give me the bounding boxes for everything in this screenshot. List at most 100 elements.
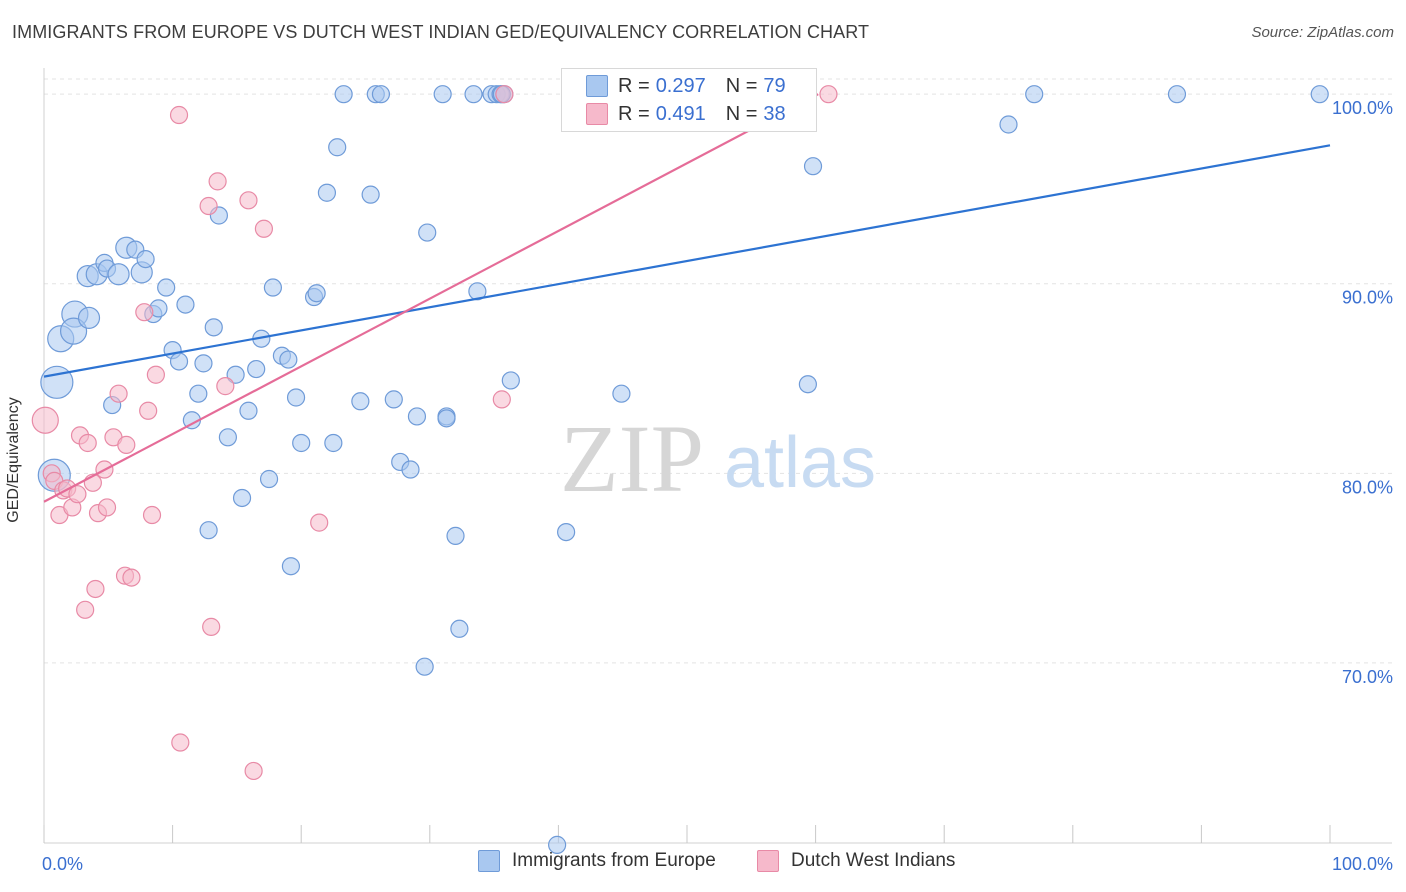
data-point (351, 392, 370, 411)
data-point (208, 172, 227, 191)
data-point (199, 196, 218, 216)
data-point (798, 375, 817, 394)
data-point (415, 657, 434, 676)
r-value: 0.491 (655, 102, 706, 125)
trend-line (43, 144, 1331, 378)
data-point (263, 278, 283, 297)
data-point (216, 377, 235, 396)
r-label: R = (618, 74, 650, 97)
data-point (407, 407, 427, 426)
chart-title: IMMIGRANTS FROM EUROPE VS DUTCH WEST IND… (12, 22, 870, 42)
data-point (31, 406, 59, 434)
y-tick-label: 70.0% (1342, 667, 1393, 687)
series-legend: Immigrants from Europe Dutch West Indian… (0, 850, 1406, 880)
data-point (464, 85, 483, 104)
correlation-legend: R = 0.297 N = 79 R = 0.491 N = 38 (561, 68, 817, 132)
x-tick-label-left: 0.0% (42, 854, 83, 874)
data-point (1310, 85, 1329, 104)
data-point (446, 526, 465, 545)
data-point (169, 352, 189, 371)
legend-row-pink: R = 0.491 N = 38 (586, 100, 786, 128)
legend-swatch-blue (478, 850, 500, 872)
trend-line (43, 93, 819, 503)
legend-swatch-pink (586, 103, 608, 125)
data-point (86, 579, 105, 599)
data-point (612, 384, 631, 403)
data-point (1025, 85, 1044, 104)
data-point (384, 390, 403, 409)
data-point (239, 401, 258, 420)
watermark: ZIP atlas (560, 405, 876, 512)
r-value: 0.297 (655, 74, 706, 97)
watermark-atlas: atlas (724, 423, 876, 503)
axis-layer (43, 68, 1392, 844)
legend-item-immigrants-from-europe[interactable]: Immigrants from Europe (478, 850, 716, 872)
data-point (176, 295, 195, 314)
data-point (194, 354, 213, 373)
data-point (279, 350, 298, 369)
legend-row-blue: R = 0.297 N = 79 (586, 72, 786, 100)
data-point (239, 191, 258, 210)
data-point (232, 488, 252, 508)
data-point (171, 733, 190, 752)
data-point (40, 365, 74, 399)
y-tick-label: 80.0% (1342, 477, 1393, 497)
legend-item-dutch-west-indians[interactable]: Dutch West Indians (757, 850, 955, 872)
data-point (468, 282, 487, 301)
y-tick-label: 100.0% (1332, 98, 1393, 118)
y-axis-label: GED/Equivalency (5, 397, 22, 523)
data-point (78, 433, 97, 453)
data-point (76, 600, 95, 619)
watermark-zip: ZIP (560, 405, 704, 512)
data-point (292, 433, 311, 453)
source-label: Source: ZipAtlas.com (1251, 24, 1394, 41)
data-point (247, 359, 266, 379)
data-point (68, 485, 87, 504)
series-dutch-west-indians (31, 85, 838, 781)
y-tick-label: 90.0% (1342, 288, 1393, 308)
data-point (1167, 85, 1187, 104)
data-point (77, 306, 101, 329)
data-point (97, 498, 117, 517)
data-point (450, 619, 469, 638)
data-point (142, 505, 162, 525)
data-point (218, 428, 237, 447)
x-tick-label-right: 100.0% (1332, 854, 1393, 874)
r-label: R = (618, 102, 650, 125)
data-point (199, 521, 218, 540)
data-point (401, 460, 420, 479)
n-value: 38 (763, 102, 786, 125)
trend-lines (43, 93, 1331, 503)
legend-swatch-blue (586, 75, 608, 97)
data-point (204, 318, 223, 337)
n-label: N = (725, 74, 758, 97)
data-point (117, 435, 136, 454)
data-point (135, 303, 154, 322)
data-point (501, 371, 520, 390)
data-point (139, 401, 158, 420)
data-point (495, 85, 514, 104)
data-point (437, 409, 456, 428)
tick-labels: 100.0% 90.0% 80.0% 70.0% 0.0% 100.0% (42, 98, 1393, 874)
data-point (999, 115, 1018, 134)
data-point (328, 138, 347, 157)
data-point (324, 433, 343, 453)
data-point (169, 105, 189, 125)
legend-label: Immigrants from Europe (512, 850, 716, 871)
data-point (254, 219, 274, 238)
data-point (157, 278, 176, 297)
data-point (109, 384, 128, 403)
data-point (202, 617, 221, 636)
data-point (307, 284, 326, 303)
data-point (107, 263, 130, 286)
data-point (189, 384, 208, 403)
legend-label: Dutch West Indians (791, 850, 956, 871)
data-point (433, 85, 452, 104)
data-point (281, 557, 301, 576)
data-point (803, 157, 823, 176)
data-point (492, 390, 511, 409)
data-point (371, 85, 391, 104)
data-point (317, 183, 337, 202)
data-point (59, 317, 88, 345)
